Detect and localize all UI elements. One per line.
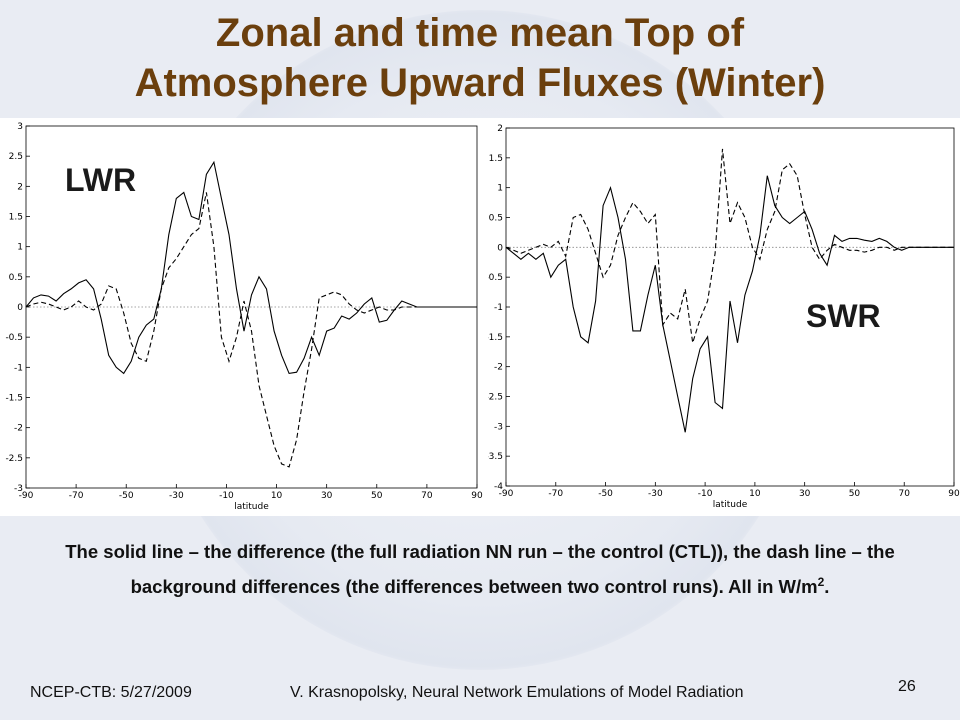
footer-date: NCEP-CTB: 5/27/2009 <box>30 684 192 701</box>
lwr-chart: 3 2.5 2 1.5 1 0.5 0 -0.5 -1 -1.5 -2 -2.5 -3-90 -70 -50… <box>5 122 483 512</box>
lwr-xtick-label: -70 <box>69 491 84 501</box>
lwr-ytick-label: -1 <box>14 363 23 373</box>
swr-ytick-label: -1.5 <box>488 333 503 343</box>
swr-xtick-label: 30 <box>799 489 811 499</box>
lwr-xtick-label: 50 <box>371 491 383 501</box>
swr-label: SWR <box>806 298 881 334</box>
swr-xtick-label: 10 <box>749 489 761 499</box>
lwr-xtick-label: -10 <box>219 491 234 501</box>
lwr-xtick-label: 10 <box>271 491 283 501</box>
lwr-ytick-label: -1.5 <box>5 394 23 404</box>
lwr-xtick-label: 70 <box>421 491 433 501</box>
swr-ytick-label: -2 <box>494 363 503 373</box>
swr-chart-panel: 2 1.5 1 0.5 0 -0.5 -1 -1.5 -2 -2.5 -3 -3.5 -4-90 -70 -… <box>488 118 960 516</box>
lwr-ytick-label: 2 <box>17 182 23 192</box>
footer-author-title: V. Krasnopolsky, Neural Network Emulatio… <box>290 684 744 701</box>
swr-ytick-label: -3.5 <box>488 452 503 462</box>
lwr-ytick-label: 2.5 <box>9 152 23 162</box>
slide-title: Zonal and time mean Top of Atmosphere Up… <box>0 8 960 108</box>
lwr-ytick-label: -0.5 <box>5 333 23 343</box>
swr-ytick-label: -4 <box>494 482 503 492</box>
swr-chart: 2 1.5 1 0.5 0 -0.5 -1 -1.5 -2 -2.5 -3 -3.5 -4-90 -70 -… <box>488 124 960 510</box>
swr-xtick-label: 70 <box>898 489 910 499</box>
swr-ytick-label: -0.5 <box>488 273 503 283</box>
lwr-chart-panel: 3 2.5 2 1.5 1 0.5 0 -0.5 -1 -1.5 -2 -2.5 -3 -90 -70 -50… <box>0 118 488 516</box>
swr-ytick-label: 1.5 <box>489 154 503 164</box>
swr-series-dashed-line <box>505 148 954 343</box>
swr-ytick-label: 2 <box>497 124 503 134</box>
swr-xtick-label: -50 <box>598 489 613 499</box>
lwr-ytick-label: 1.5 <box>9 213 23 223</box>
lwr-ytick-label: 1 <box>17 243 23 253</box>
swr-xtick-label: 50 <box>849 489 861 499</box>
page-number: 26 <box>898 678 916 695</box>
figure-caption: The solid line – the difference (the ful… <box>40 536 920 602</box>
swr-ytick-label: -2.5 <box>488 393 503 403</box>
caption-text: The solid line – the difference (the ful… <box>65 541 895 598</box>
swr-ytick-label: 0 <box>497 243 503 253</box>
lwr-xtick-label: -50 <box>119 491 134 501</box>
caption-end: . <box>824 576 830 598</box>
lwr-ytick-label: 0 <box>17 303 23 313</box>
lwr-xtick-label: -90 <box>19 491 34 501</box>
swr-ytick-label: -1 <box>494 303 503 313</box>
swr-xtick-label: 90 <box>948 489 960 499</box>
swr-ytick-label: -3 <box>494 422 503 432</box>
lwr-ytick-label: 3 <box>17 122 23 132</box>
swr-xtick-label: -90 <box>499 489 514 499</box>
lwr-ytick-label: -3 <box>14 484 23 494</box>
title-line-1: Zonal and time mean Top of <box>215 11 745 55</box>
swr-ytick-label: 0.5 <box>489 214 503 224</box>
lwr-series-dashed-line <box>25 192 477 468</box>
lwr-xaxis-label: latitude <box>234 502 269 512</box>
lwr-ytick-label: -2 <box>14 424 23 434</box>
swr-xaxis-label: latitude <box>713 500 748 510</box>
lwr-xtick-label: 30 <box>321 491 333 501</box>
swr-series-solid-line <box>505 175 954 433</box>
swr-xtick-label: -10 <box>698 489 713 499</box>
swr-xtick-label: -30 <box>648 489 663 499</box>
lwr-series-solid-line <box>25 160 477 375</box>
lwr-ytick-label: 0.5 <box>9 273 23 283</box>
swr-ytick-label: 1 <box>497 184 503 194</box>
lwr-xtick-label: -30 <box>169 491 184 501</box>
lwr-ytick-label: -2.5 <box>5 454 23 464</box>
lwr-label: LWR <box>65 162 137 198</box>
caption-superscript: 2 <box>817 575 825 589</box>
lwr-xtick-label: 90 <box>471 491 483 501</box>
swr-xtick-label: -70 <box>548 489 563 499</box>
title-line-2: Atmosphere Upward Fluxes (Winter) <box>134 61 826 105</box>
